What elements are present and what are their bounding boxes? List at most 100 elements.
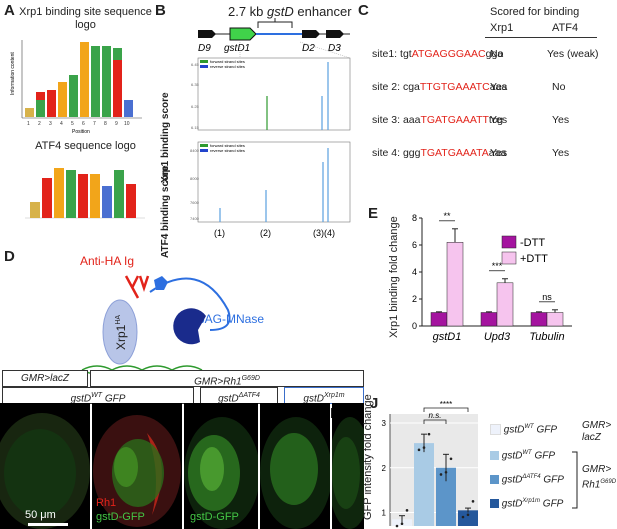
xrp1-sequence-logo: Information content Position 1 2 3 4 5 6… [10, 40, 142, 135]
mnase-icon [173, 308, 206, 345]
reporter-atf4-box: gstDΔATF4 [200, 387, 278, 404]
xrp1-site-peaks [266, 62, 329, 130]
rh1-channel-label: Rh1 [96, 497, 117, 509]
svg-text:forward strand sites: forward strand sites [210, 143, 245, 148]
j-data-point [466, 513, 470, 517]
j-data-point [449, 457, 453, 461]
scale-bar [28, 523, 68, 526]
j-legend: gstDWT GFP gstDWT GFP gstDΔATF4 GFP gstD… [490, 420, 617, 529]
d2-gene [302, 30, 320, 38]
table-row: site 3: aaaTGATGAAATTtcg [372, 114, 503, 126]
table-row: site1: tgtATGAGGGAACgga [372, 48, 504, 60]
scale-bar-label: 50 μm [25, 509, 56, 521]
panel-label-c: C [358, 2, 369, 19]
gene-label-d3: D3 [328, 43, 341, 54]
micrograph-g2 [184, 403, 258, 529]
site-label-34: (3)(4) [313, 228, 335, 238]
e-y-tick-label: 6 [412, 240, 417, 250]
svg-text:6: 6 [82, 121, 85, 127]
legend-swatch-3 [490, 475, 499, 485]
e-y-tick-label: 8 [412, 213, 417, 223]
e-category-label: Upd3 [484, 331, 511, 343]
logo-position-ticks: 1 2 3 4 5 6 7 8 9 10 [27, 121, 130, 127]
gene-map: D9 gstD1 D2 D3 [198, 18, 351, 58]
legend-swatch-1 [490, 424, 501, 436]
site4-atf4: Yes [552, 147, 570, 159]
reporter-wt-box: gstDWT GFP [2, 387, 194, 404]
legend-swatch-2 [490, 451, 499, 461]
site4-xrp1: Yes [490, 147, 508, 159]
svg-text:reverse strand sites: reverse strand sites [210, 148, 245, 153]
svg-text:6.35: 6.35 [191, 82, 200, 87]
atf4-sequence-logo [25, 168, 145, 219]
panel-label-j: J [370, 395, 379, 412]
gfp-channel-label-g: gstD-GFP [96, 511, 145, 523]
e-y-tick-label: 4 [412, 267, 417, 277]
micrograph-h [260, 403, 330, 529]
svg-text:7: 7 [93, 121, 96, 127]
svg-text:6.45: 6.45 [191, 62, 200, 67]
e-sig-label: ** [443, 211, 451, 221]
legend-item-1: gstDWT GFP [490, 424, 557, 435]
svg-text:4: 4 [60, 121, 63, 127]
header-rule [485, 37, 597, 38]
j-data-point [405, 509, 409, 512]
svg-text:10: 10 [124, 121, 130, 127]
e-legend-label: +DTT [520, 253, 548, 265]
group-rh1-label: GMR> Rh1G69D [582, 464, 617, 491]
gene-label-d9: D9 [198, 43, 211, 54]
binding-fold-change-chart: 0 2 4 6 8 ** gstD1 *** Upd3 ns Tubulin -DTT +DTT [412, 211, 572, 343]
table-row: site 4: gggTGATGAAATAaaa [372, 147, 507, 159]
xrp1-logo-title: Xrp1 binding site sequence logo [19, 6, 152, 31]
j-data-point [417, 448, 421, 452]
gene-label-gstd1: gstD1 [224, 43, 250, 54]
d9-gene [198, 30, 216, 38]
enhancer-title: 2.7 kb gstD enhancer [228, 4, 352, 19]
panel-label-b: B [155, 2, 166, 19]
d3-gene [326, 30, 344, 38]
e-legend-swatch [501, 235, 517, 249]
svg-text:8: 8 [104, 121, 107, 127]
site1-atf4: Yes (weak) [547, 48, 599, 60]
j-data-point [439, 473, 443, 476]
genotype-rh1-box: GMR>Rh1G69D [90, 370, 364, 387]
j-y-tick-label: 3 [382, 419, 387, 428]
site3-xrp1: Yes [490, 114, 508, 126]
atf4-site-peaks [219, 148, 329, 222]
e-category-label: Tubulin [529, 331, 564, 343]
gfp-channel-label-g2: gstD-GFP [190, 511, 239, 523]
site2-xrp1: Yes [490, 81, 508, 93]
gstd1-gene [229, 27, 257, 41]
protein-ag-icon [154, 276, 168, 290]
j-data-point [400, 522, 404, 526]
e-category-label: gstD1 [433, 331, 462, 343]
atf4-score-ylabel: ATF4 binding score [160, 165, 171, 258]
e-sig-label: ns [542, 292, 552, 302]
micrograph-i [332, 403, 364, 529]
site2-atf4: No [552, 81, 566, 93]
j-data-point [422, 446, 426, 449]
j-data-point [444, 470, 448, 474]
group-lacz-label: GMR> lacZ [582, 420, 612, 443]
e-y-tick-label: 2 [412, 294, 417, 304]
site-label-1: (1) [214, 228, 225, 238]
e-sig-label: *** [492, 261, 503, 271]
group-bracket [572, 451, 578, 509]
gfp-intensity-chart: 1 2 3 n.s. **** [382, 400, 478, 528]
svg-text:5: 5 [71, 121, 74, 127]
e-legend-swatch [501, 251, 517, 265]
antibody-label: Anti-HA Ig [80, 254, 135, 268]
svg-text:6.25: 6.25 [191, 104, 200, 109]
svg-text:1: 1 [27, 121, 30, 127]
xrp1-label: Xrp1HA [114, 314, 128, 350]
svg-text:reverse strand sites: reverse strand sites [210, 64, 245, 69]
j-y-tick-label: 2 [382, 464, 387, 473]
svg-text:3: 3 [49, 121, 52, 127]
j-star-bracket [423, 407, 469, 412]
j-bar [436, 467, 456, 526]
site-label-2: (2) [260, 228, 271, 238]
svg-text:9: 9 [115, 121, 118, 127]
j-data-point [395, 524, 399, 528]
e-y-tick-label: 0 [412, 321, 417, 331]
xrp1-protein-icon [102, 299, 138, 365]
